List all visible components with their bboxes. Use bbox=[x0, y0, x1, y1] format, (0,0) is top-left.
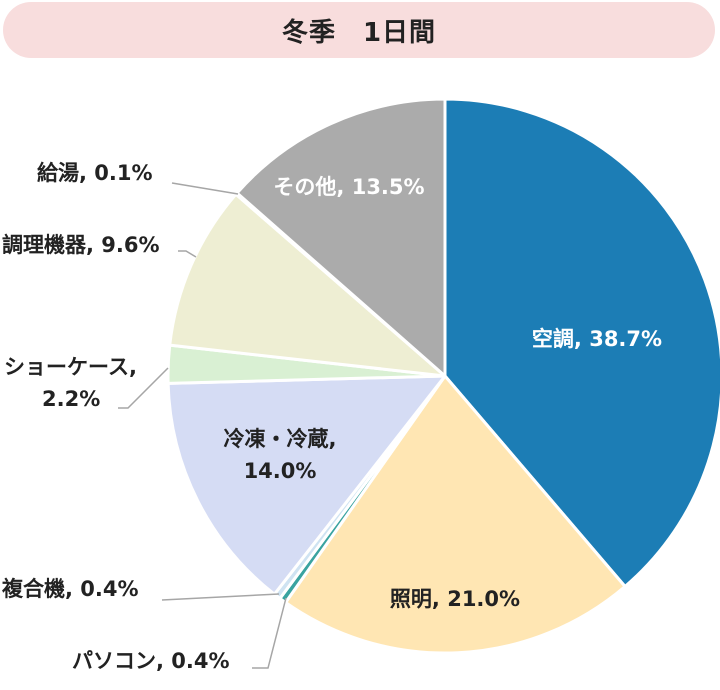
data-label-line: 照明, 21.0% bbox=[390, 587, 520, 611]
data-label-line: 14.0% bbox=[244, 459, 317, 483]
data-label-line: パソコン, 0.4% bbox=[72, 649, 230, 673]
data-label-line: 2.2% bbox=[42, 387, 100, 411]
pie-slice-5 bbox=[166, 374, 447, 596]
data-label-6: ショーケース, 2.2% bbox=[4, 355, 137, 411]
data-label-9: その他, 13.5% bbox=[273, 175, 424, 199]
leader-line-3 bbox=[252, 597, 287, 669]
pie-slice-1 bbox=[443, 97, 720, 589]
data-label-1: 空調, 38.7% bbox=[532, 327, 662, 351]
leader-line-7 bbox=[178, 250, 197, 258]
chart-title: 冬季 1日間 bbox=[281, 17, 437, 48]
data-label-5: 冷凍・冷蔵, 14.0% bbox=[224, 427, 337, 483]
data-label-line: 複合機, 0.4% bbox=[1, 577, 139, 601]
data-label-8: 給湯, 0.1% bbox=[37, 161, 153, 185]
data-label-line: ショーケース, bbox=[4, 355, 137, 379]
data-label-line: その他, 13.5% bbox=[273, 175, 424, 199]
data-label-line: 調理機器, 9.6% bbox=[2, 233, 160, 257]
leader-line-4 bbox=[161, 593, 280, 601]
pie-slice-2 bbox=[284, 374, 627, 655]
data-label-line: 空調, 38.7% bbox=[532, 327, 662, 351]
leader-line-8 bbox=[171, 182, 239, 195]
leader-line-6 bbox=[118, 367, 169, 409]
data-label-line: 給湯, 0.1% bbox=[37, 161, 153, 185]
chart-title-banner: 冬季 1日間 bbox=[3, 2, 715, 58]
pie-slice-7 bbox=[168, 192, 447, 378]
data-label-7: 調理機器, 9.6% bbox=[2, 233, 160, 257]
data-label-3: パソコン, 0.4% bbox=[72, 649, 230, 673]
data-label-line: 冷凍・冷蔵, bbox=[224, 427, 337, 451]
pie-slice-9 bbox=[235, 97, 447, 378]
data-label-2: 照明, 21.0% bbox=[390, 587, 520, 611]
data-label-4: 複合機, 0.4% bbox=[1, 577, 139, 601]
